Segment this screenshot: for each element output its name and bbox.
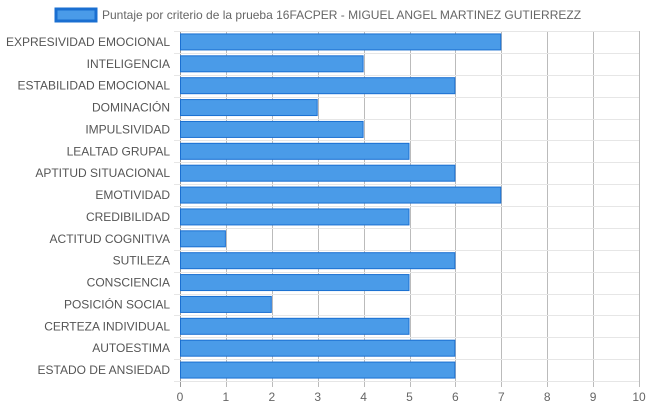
bar[interactable] — [180, 55, 364, 73]
category-label: CREDIBILIDAD — [86, 210, 170, 224]
category-label: APTITUD SITUACIONAL — [35, 166, 170, 180]
category-label: POSICIÓN SOCIAL — [64, 296, 170, 311]
bar[interactable] — [180, 230, 226, 248]
bar[interactable] — [180, 339, 456, 357]
bar[interactable] — [180, 252, 456, 270]
x-tick-label: 6 — [452, 390, 459, 404]
category-label: ACTITUD COGNITIVA — [50, 232, 170, 246]
x-tick-labels: 0 1 2 3 4 5 6 7 8 9 10 — [177, 390, 646, 404]
x-tick-label: 9 — [590, 390, 597, 404]
x-tick-label: 4 — [360, 390, 367, 404]
bar[interactable] — [180, 274, 410, 292]
category-label: INTELIGENCIA — [87, 57, 170, 71]
category-label: LEALTAD GRUPAL — [67, 144, 171, 158]
bar[interactable] — [180, 120, 364, 138]
bar[interactable] — [180, 208, 410, 226]
category-label: EMOTIVIDAD — [95, 188, 170, 202]
x-tick-label: 10 — [632, 390, 646, 404]
category-label: IMPULSIVIDAD — [85, 122, 170, 136]
category-label: DOMINACIÓN — [92, 100, 170, 115]
category-label: CONSCIENCIA — [87, 276, 170, 290]
x-tick-label: 5 — [406, 390, 413, 404]
x-tick-label: 0 — [177, 390, 184, 404]
bar[interactable] — [180, 142, 410, 160]
category-label: ESTABILIDAD EMOCIONAL — [18, 79, 171, 93]
category-label: ESTADO DE ANSIEDAD — [38, 363, 171, 377]
bar[interactable] — [180, 186, 502, 204]
bar[interactable] — [180, 77, 456, 95]
category-label: EXPRESIVIDAD EMOCIONAL — [6, 35, 170, 49]
bar[interactable] — [180, 317, 410, 335]
bar[interactable] — [180, 361, 456, 379]
x-tick-label: 2 — [268, 390, 275, 404]
bar[interactable] — [180, 99, 318, 117]
x-tick-label: 1 — [223, 390, 230, 404]
bar[interactable] — [180, 33, 502, 51]
x-tick-label: 3 — [314, 390, 321, 404]
legend-label[interactable]: Puntaje por criterio de la prueba 16FACP… — [102, 8, 581, 22]
bar[interactable] — [180, 295, 272, 313]
bar[interactable] — [180, 164, 456, 182]
legend-swatch[interactable] — [54, 7, 98, 23]
x-tick-label: 7 — [498, 390, 505, 404]
category-label: SUTILEZA — [113, 254, 170, 268]
category-label: AUTOESTIMA — [92, 341, 170, 355]
x-tick-label: 8 — [544, 390, 551, 404]
category-labels: EXPRESIVIDAD EMOCIONAL INTELIGENCIA ESTABI… — [6, 35, 170, 377]
bars — [180, 33, 502, 379]
category-label: CERTEZA INDIVIDUAL — [44, 319, 170, 333]
legend[interactable]: Puntaje por criterio de la prueba 16FACP… — [54, 7, 581, 23]
